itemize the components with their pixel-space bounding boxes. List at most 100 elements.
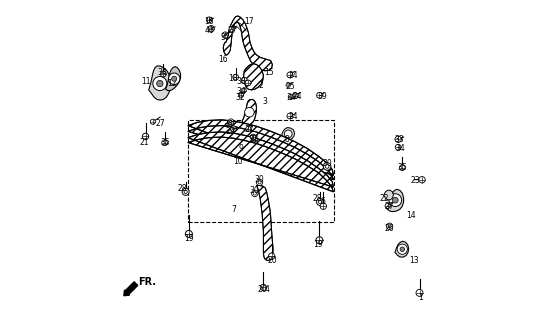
Circle shape (241, 77, 247, 83)
Circle shape (416, 289, 423, 296)
Text: 34: 34 (286, 93, 296, 102)
Circle shape (389, 194, 402, 206)
Text: 23: 23 (411, 176, 420, 185)
Circle shape (287, 72, 293, 78)
Circle shape (142, 133, 149, 140)
Polygon shape (395, 241, 409, 257)
Text: 10: 10 (234, 157, 243, 166)
Polygon shape (223, 16, 272, 71)
Text: 36: 36 (224, 120, 233, 130)
Text: 34: 34 (236, 87, 246, 96)
Text: 27: 27 (155, 119, 165, 128)
Circle shape (162, 140, 168, 146)
Polygon shape (166, 67, 181, 91)
FancyArrow shape (124, 282, 138, 296)
Circle shape (250, 134, 256, 140)
Text: 7: 7 (231, 205, 236, 214)
Polygon shape (242, 100, 256, 125)
Circle shape (400, 247, 404, 252)
Polygon shape (149, 66, 171, 100)
Text: 38: 38 (236, 77, 246, 86)
Polygon shape (256, 186, 273, 260)
Text: 28: 28 (312, 194, 322, 203)
Text: 30: 30 (249, 186, 259, 195)
Text: 21: 21 (139, 138, 149, 147)
Text: 15: 15 (264, 68, 274, 77)
Text: 37: 37 (220, 33, 230, 42)
Circle shape (241, 88, 246, 93)
Text: 30: 30 (254, 175, 264, 184)
Circle shape (185, 230, 192, 237)
Text: 31: 31 (249, 135, 258, 144)
Circle shape (160, 71, 166, 77)
Circle shape (245, 80, 251, 86)
Circle shape (320, 203, 327, 209)
Text: 24: 24 (293, 92, 302, 101)
Text: 24: 24 (288, 71, 298, 80)
Text: 6: 6 (320, 197, 325, 206)
Circle shape (385, 203, 390, 208)
Text: 19: 19 (184, 234, 193, 243)
Circle shape (228, 119, 234, 124)
Polygon shape (188, 120, 333, 180)
Circle shape (153, 76, 167, 91)
Circle shape (395, 136, 401, 142)
Text: 2: 2 (259, 81, 263, 90)
Text: 20: 20 (257, 284, 267, 293)
Circle shape (268, 253, 275, 260)
Circle shape (288, 94, 293, 100)
Circle shape (245, 108, 254, 117)
Circle shape (246, 126, 251, 131)
Polygon shape (386, 189, 403, 212)
Polygon shape (244, 64, 263, 90)
Circle shape (397, 244, 407, 254)
Circle shape (260, 284, 267, 291)
Text: 35: 35 (397, 164, 407, 172)
Circle shape (252, 190, 258, 197)
Text: 19: 19 (314, 240, 323, 249)
Text: 27: 27 (385, 202, 395, 211)
Text: 18: 18 (229, 74, 238, 83)
Text: 24: 24 (288, 113, 298, 122)
Polygon shape (282, 127, 295, 140)
Text: 11: 11 (141, 77, 150, 86)
Text: 34: 34 (249, 135, 259, 144)
Text: 32: 32 (235, 93, 245, 102)
Polygon shape (188, 132, 333, 192)
Circle shape (233, 74, 239, 80)
Text: 34: 34 (158, 68, 168, 77)
Text: 40: 40 (204, 27, 214, 36)
Polygon shape (384, 190, 393, 200)
Text: 9: 9 (239, 144, 244, 153)
Text: 3: 3 (262, 97, 267, 106)
Text: 29: 29 (225, 127, 235, 136)
Circle shape (156, 80, 163, 87)
Text: 22: 22 (379, 194, 388, 203)
Circle shape (222, 32, 228, 38)
Text: 12: 12 (167, 79, 177, 88)
Text: 16: 16 (218, 55, 228, 64)
Circle shape (317, 92, 322, 98)
Text: 14: 14 (406, 211, 415, 220)
Circle shape (171, 76, 177, 81)
Text: 30: 30 (322, 159, 332, 168)
Text: 8: 8 (284, 135, 289, 144)
Text: 5: 5 (328, 173, 333, 182)
Circle shape (229, 27, 234, 32)
Circle shape (169, 73, 180, 84)
Text: 27: 27 (228, 27, 237, 36)
Text: 25: 25 (286, 82, 295, 91)
Text: 28: 28 (178, 184, 187, 193)
Circle shape (284, 130, 292, 138)
Circle shape (286, 83, 290, 87)
Bar (188, 120, 334, 222)
Text: 27: 27 (245, 125, 254, 134)
Circle shape (150, 119, 155, 124)
Text: FR.: FR. (138, 277, 156, 287)
Circle shape (419, 177, 425, 183)
Circle shape (316, 237, 323, 244)
Circle shape (293, 93, 298, 99)
Text: 4: 4 (265, 284, 270, 293)
Text: 20: 20 (267, 256, 277, 265)
Circle shape (287, 113, 293, 119)
